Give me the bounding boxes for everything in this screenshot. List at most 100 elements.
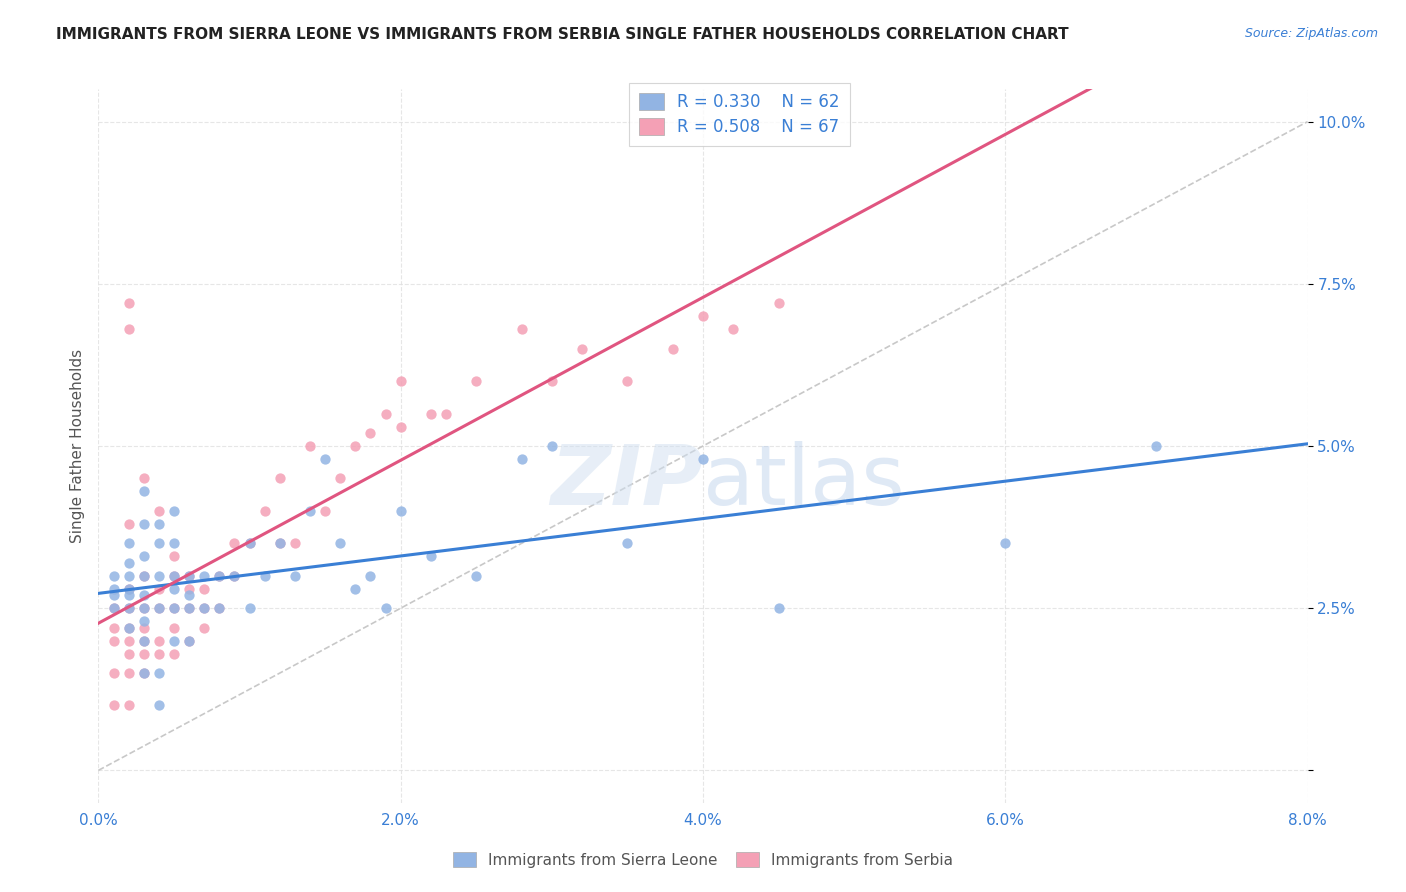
Y-axis label: Single Father Households: Single Father Households bbox=[69, 349, 84, 543]
Point bbox=[148, 516, 170, 531]
Text: atlas: atlas bbox=[703, 442, 904, 522]
Point bbox=[179, 601, 201, 615]
Point bbox=[132, 601, 155, 615]
Point bbox=[420, 407, 443, 421]
Point bbox=[163, 633, 186, 648]
Point bbox=[132, 666, 155, 681]
Point bbox=[118, 601, 141, 615]
Point bbox=[329, 536, 352, 550]
Point bbox=[132, 621, 155, 635]
Point bbox=[994, 536, 1017, 550]
Point bbox=[132, 614, 155, 628]
Point bbox=[163, 568, 186, 582]
Point bbox=[179, 582, 201, 596]
Point bbox=[118, 516, 141, 531]
Point bbox=[253, 568, 276, 582]
Point bbox=[616, 536, 638, 550]
Point bbox=[193, 621, 215, 635]
Point bbox=[299, 504, 322, 518]
Point bbox=[768, 601, 790, 615]
Point bbox=[179, 633, 201, 648]
Point bbox=[692, 452, 714, 467]
Point bbox=[103, 601, 125, 615]
Point bbox=[179, 568, 201, 582]
Point bbox=[148, 536, 170, 550]
Point bbox=[118, 601, 141, 615]
Point bbox=[118, 322, 141, 336]
Point bbox=[299, 439, 322, 453]
Point bbox=[103, 582, 125, 596]
Point bbox=[510, 452, 533, 467]
Point bbox=[465, 568, 488, 582]
Legend: R = 0.330    N = 62, R = 0.508    N = 67: R = 0.330 N = 62, R = 0.508 N = 67 bbox=[628, 83, 849, 146]
Point bbox=[239, 536, 262, 550]
Point bbox=[571, 342, 593, 356]
Point bbox=[179, 601, 201, 615]
Point bbox=[208, 568, 231, 582]
Point bbox=[269, 536, 291, 550]
Point bbox=[1146, 439, 1168, 453]
Text: ZIP: ZIP bbox=[550, 442, 703, 522]
Point bbox=[103, 698, 125, 713]
Point bbox=[208, 601, 231, 615]
Point bbox=[163, 582, 186, 596]
Point bbox=[314, 504, 336, 518]
Point bbox=[163, 536, 186, 550]
Point bbox=[148, 633, 170, 648]
Point bbox=[193, 582, 215, 596]
Point bbox=[389, 374, 412, 388]
Point bbox=[224, 568, 246, 582]
Point bbox=[253, 504, 276, 518]
Point bbox=[132, 666, 155, 681]
Point bbox=[193, 568, 215, 582]
Point bbox=[510, 322, 533, 336]
Point bbox=[163, 568, 186, 582]
Point bbox=[163, 504, 186, 518]
Point bbox=[389, 504, 412, 518]
Point bbox=[163, 647, 186, 661]
Point bbox=[118, 296, 141, 310]
Point bbox=[148, 504, 170, 518]
Point bbox=[118, 633, 141, 648]
Point bbox=[118, 582, 141, 596]
Point bbox=[118, 568, 141, 582]
Point bbox=[118, 588, 141, 602]
Point bbox=[132, 484, 155, 499]
Point bbox=[132, 601, 155, 615]
Text: Source: ZipAtlas.com: Source: ZipAtlas.com bbox=[1244, 27, 1378, 40]
Point bbox=[103, 568, 125, 582]
Point bbox=[118, 621, 141, 635]
Point bbox=[148, 601, 170, 615]
Point bbox=[465, 374, 488, 388]
Point bbox=[208, 568, 231, 582]
Point bbox=[239, 536, 262, 550]
Point bbox=[163, 601, 186, 615]
Point bbox=[269, 536, 291, 550]
Point bbox=[132, 549, 155, 564]
Point bbox=[374, 601, 396, 615]
Point bbox=[132, 568, 155, 582]
Point bbox=[163, 549, 186, 564]
Point bbox=[224, 536, 246, 550]
Point bbox=[103, 601, 125, 615]
Point bbox=[103, 666, 125, 681]
Point bbox=[132, 516, 155, 531]
Point bbox=[314, 452, 336, 467]
Point bbox=[179, 633, 201, 648]
Point bbox=[224, 568, 246, 582]
Point bbox=[118, 666, 141, 681]
Point bbox=[374, 407, 396, 421]
Point bbox=[344, 582, 367, 596]
Point bbox=[148, 666, 170, 681]
Point bbox=[132, 647, 155, 661]
Point bbox=[434, 407, 457, 421]
Point bbox=[132, 568, 155, 582]
Point bbox=[103, 621, 125, 635]
Point bbox=[163, 621, 186, 635]
Point bbox=[132, 471, 155, 485]
Point bbox=[118, 556, 141, 570]
Point bbox=[329, 471, 352, 485]
Point bbox=[193, 601, 215, 615]
Point bbox=[132, 633, 155, 648]
Point bbox=[118, 698, 141, 713]
